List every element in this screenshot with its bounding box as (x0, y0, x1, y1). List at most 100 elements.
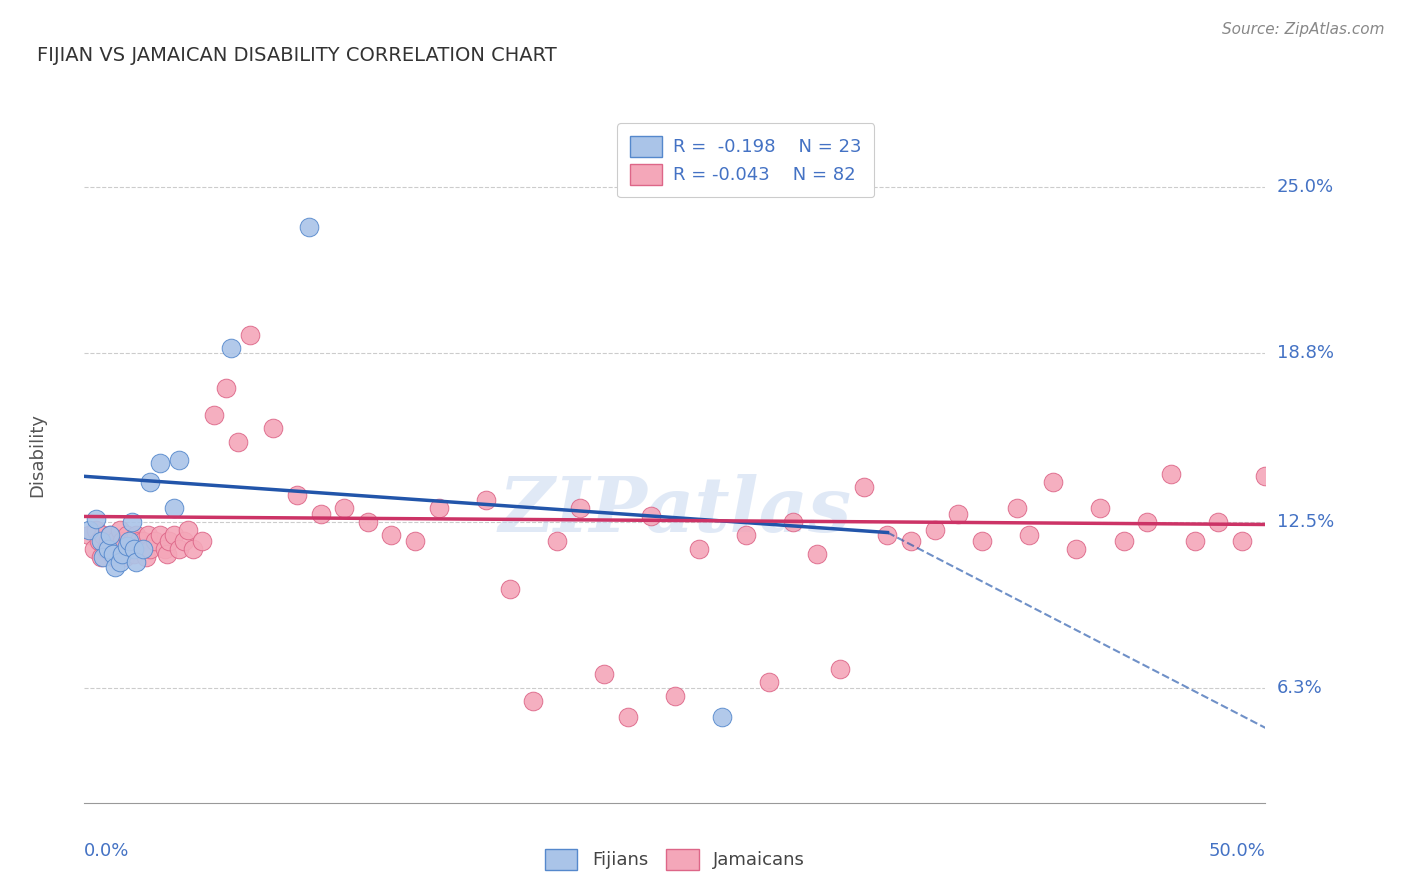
Point (111, 533, 134, 548)
Point (139, 475, 162, 489)
Point (83, 541, 105, 556)
Point (475, 493, 498, 508)
Point (1184, 533, 1206, 548)
Point (226, 434, 249, 449)
Point (136, 528, 159, 542)
Point (156, 547, 179, 561)
Point (876, 528, 898, 542)
Point (108, 555, 131, 569)
Point (711, 710, 734, 724)
Point (132, 533, 155, 548)
Point (298, 220, 321, 235)
Point (129, 541, 152, 556)
Point (167, 453, 190, 467)
Point (380, 528, 402, 542)
Legend: Fijians, Jamaicans: Fijians, Jamaicans (530, 835, 820, 884)
Point (91, 528, 114, 542)
Text: 18.8%: 18.8% (1277, 344, 1333, 362)
Point (852, 480, 875, 494)
Text: FIJIAN VS JAMAICAN DISABILITY CORRELATION CHART: FIJIAN VS JAMAICAN DISABILITY CORRELATIO… (37, 46, 557, 65)
Point (163, 528, 186, 542)
Point (1206, 515, 1229, 529)
Point (569, 501, 592, 516)
Point (157, 533, 180, 548)
Point (202, 408, 225, 422)
Point (806, 547, 828, 561)
Point (153, 541, 176, 556)
Point (125, 555, 148, 569)
Point (1018, 528, 1040, 542)
Point (101, 547, 124, 561)
Point (970, 533, 993, 548)
Point (87, 533, 110, 548)
Point (285, 488, 308, 502)
Point (177, 523, 200, 537)
Point (782, 515, 804, 529)
Point (173, 533, 195, 548)
Point (427, 501, 450, 516)
Point (522, 694, 544, 708)
Point (91, 549, 114, 564)
Point (104, 533, 127, 548)
Point (357, 515, 380, 529)
Point (181, 541, 204, 556)
Point (758, 675, 780, 690)
Point (191, 533, 214, 548)
Text: ZIPatlas: ZIPatlas (498, 474, 852, 548)
Point (98, 528, 121, 542)
Text: 12.5%: 12.5% (1277, 513, 1334, 531)
Point (219, 341, 242, 355)
Point (90, 549, 112, 564)
Point (111, 547, 134, 561)
Point (122, 541, 145, 556)
Point (115, 539, 138, 553)
Point (121, 533, 143, 548)
Point (830, 662, 852, 676)
Point (1160, 467, 1182, 481)
Point (149, 528, 172, 542)
Point (118, 541, 141, 556)
Point (215, 381, 238, 395)
Point (262, 421, 284, 435)
Point (121, 515, 143, 529)
Point (139, 541, 162, 556)
Point (1007, 501, 1029, 516)
Point (734, 528, 756, 542)
Point (1088, 501, 1111, 516)
Text: 6.3%: 6.3% (1277, 679, 1322, 697)
Point (546, 533, 568, 548)
Point (98, 528, 121, 542)
Point (333, 501, 356, 516)
Point (122, 547, 145, 561)
Text: 50.0%: 50.0% (1209, 842, 1265, 860)
Text: Source: ZipAtlas.com: Source: ZipAtlas.com (1222, 22, 1385, 37)
Point (143, 533, 166, 548)
Point (498, 582, 520, 596)
Point (115, 528, 138, 542)
Point (135, 549, 157, 564)
Point (1112, 533, 1135, 548)
Point (948, 507, 970, 521)
Point (688, 541, 710, 556)
Point (108, 523, 131, 537)
Point (94, 541, 117, 556)
Point (924, 523, 946, 537)
Point (616, 710, 638, 724)
Point (77, 523, 100, 537)
Point (125, 528, 148, 542)
Point (1230, 533, 1253, 548)
Point (309, 507, 332, 521)
Point (107, 541, 129, 556)
Point (132, 541, 155, 556)
Point (77, 528, 100, 542)
Point (1066, 541, 1088, 556)
Point (84, 512, 107, 526)
Point (404, 533, 426, 548)
Point (1136, 515, 1159, 529)
Point (90, 533, 112, 548)
Point (149, 456, 172, 470)
Point (239, 327, 262, 342)
Point (84, 523, 107, 537)
Point (593, 667, 616, 681)
Point (640, 509, 662, 524)
